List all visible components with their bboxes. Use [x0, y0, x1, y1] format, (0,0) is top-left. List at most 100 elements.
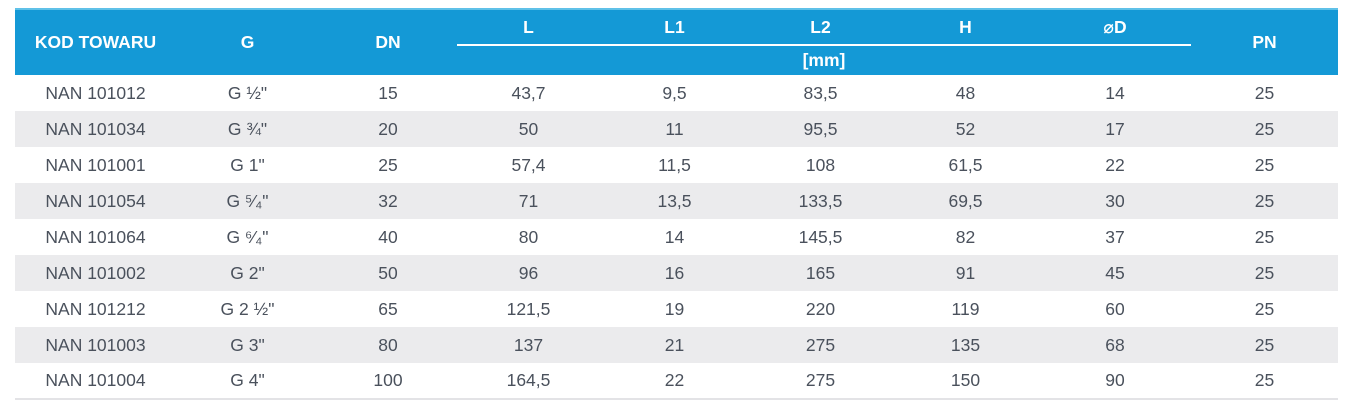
table-cell: 145,5	[749, 219, 892, 255]
unit-label-mm: [mm]	[457, 45, 1191, 75]
table-cell: 100	[319, 363, 457, 399]
table-cell: G 2 ½"	[176, 291, 319, 327]
table-cell: 50	[457, 111, 600, 147]
table-cell: 40	[319, 219, 457, 255]
product-spec-table: KOD TOWARU G DN L L1 L2 H ⌀D PN [mm] NAN…	[15, 8, 1338, 400]
table-cell: 275	[749, 327, 892, 363]
table-cell: G ⁵⁄₄"	[176, 183, 319, 219]
table-cell: 165	[749, 255, 892, 291]
table-cell: 45	[1039, 255, 1191, 291]
table-cell: 19	[600, 291, 749, 327]
table-cell: 71	[457, 183, 600, 219]
table-cell: NAN 101002	[15, 255, 176, 291]
table-cell: 25	[1191, 291, 1338, 327]
table-cell: 119	[892, 291, 1039, 327]
table-cell: 25	[1191, 219, 1338, 255]
col-header-l: L	[457, 9, 600, 46]
table-cell: 22	[600, 363, 749, 399]
table-cell: 21	[600, 327, 749, 363]
col-header-g: G	[176, 9, 319, 75]
table-cell: G ⁶⁄₄"	[176, 219, 319, 255]
table-cell: 91	[892, 255, 1039, 291]
table-cell: 25	[1191, 327, 1338, 363]
table-cell: NAN 101064	[15, 219, 176, 255]
table-cell: 25	[1191, 363, 1338, 399]
table-row: NAN 101003 G 3" 80 137 21 275 135 68 25	[15, 327, 1338, 363]
table-body: NAN 101012 G ½" 15 43,7 9,5 83,5 48 14 25 NAN 101…	[15, 75, 1338, 399]
table-cell: 137	[457, 327, 600, 363]
table-row: NAN 101064 G ⁶⁄₄" 40 80 14 145,5 82 37 25	[15, 219, 1338, 255]
table-cell: 57,4	[457, 147, 600, 183]
table-cell: 37	[1039, 219, 1191, 255]
table-cell: 50	[319, 255, 457, 291]
table-cell: 15	[319, 75, 457, 111]
table-cell: 14	[600, 219, 749, 255]
table-cell: 69,5	[892, 183, 1039, 219]
table-cell: 25	[319, 147, 457, 183]
col-header-l2: L2	[749, 9, 892, 46]
table-cell: 22	[1039, 147, 1191, 183]
catalog-page: KOD TOWARU G DN L L1 L2 H ⌀D PN [mm] NAN…	[15, 8, 1338, 400]
table-cell: 82	[892, 219, 1039, 255]
table-cell: 30	[1039, 183, 1191, 219]
table-cell: 9,5	[600, 75, 749, 111]
table-cell: G 3"	[176, 327, 319, 363]
table-row: NAN 101012 G ½" 15 43,7 9,5 83,5 48 14 25	[15, 75, 1338, 111]
table-cell: 83,5	[749, 75, 892, 111]
table-cell: 25	[1191, 147, 1338, 183]
col-header-kod-towaru: KOD TOWARU	[15, 9, 176, 75]
table-cell: 48	[892, 75, 1039, 111]
table-cell: 52	[892, 111, 1039, 147]
col-header-l1: L1	[600, 9, 749, 46]
table-cell: G 2"	[176, 255, 319, 291]
table-cell: 13,5	[600, 183, 749, 219]
table-row: NAN 101001 G 1" 25 57,4 11,5 108 61,5 22 25	[15, 147, 1338, 183]
table-cell: 220	[749, 291, 892, 327]
table-cell: 17	[1039, 111, 1191, 147]
table-cell: 80	[457, 219, 600, 255]
table-cell: NAN 101004	[15, 363, 176, 399]
table-cell: 25	[1191, 111, 1338, 147]
table-cell: 60	[1039, 291, 1191, 327]
col-header-pn: PN	[1191, 9, 1338, 75]
table-row: NAN 101034 G ¾" 20 50 11 95,5 52 17 25	[15, 111, 1338, 147]
table-row: NAN 101054 G ⁵⁄₄" 32 71 13,5 133,5 69,5 30 25	[15, 183, 1338, 219]
table-cell: G ½"	[176, 75, 319, 111]
table-row: NAN 101212 G 2 ½" 65 121,5 19 220 119 60 25	[15, 291, 1338, 327]
table-header: KOD TOWARU G DN L L1 L2 H ⌀D PN [mm]	[15, 9, 1338, 75]
table-cell: 25	[1191, 75, 1338, 111]
table-cell: 65	[319, 291, 457, 327]
table-cell: 275	[749, 363, 892, 399]
table-cell: 133,5	[749, 183, 892, 219]
table-cell: 16	[600, 255, 749, 291]
table-cell: 25	[1191, 255, 1338, 291]
table-cell: 96	[457, 255, 600, 291]
col-header-diameter-d: ⌀D	[1039, 9, 1191, 46]
table-cell: NAN 101212	[15, 291, 176, 327]
header-row-unit: [mm]	[15, 45, 1338, 75]
table-row: NAN 101002 G 2" 50 96 16 165 91 45 25	[15, 255, 1338, 291]
col-header-h: H	[892, 9, 1039, 46]
table-cell: G 1"	[176, 147, 319, 183]
table-cell: 11	[600, 111, 749, 147]
table-cell: 164,5	[457, 363, 600, 399]
table-cell: G ¾"	[176, 111, 319, 147]
table-cell: 14	[1039, 75, 1191, 111]
table-cell: 43,7	[457, 75, 600, 111]
table-cell: NAN 101001	[15, 147, 176, 183]
table-cell: NAN 101003	[15, 327, 176, 363]
table-cell: 90	[1039, 363, 1191, 399]
table-cell: 32	[319, 183, 457, 219]
table-cell: 61,5	[892, 147, 1039, 183]
table-cell: G 4"	[176, 363, 319, 399]
table-cell: NAN 101054	[15, 183, 176, 219]
table-cell: NAN 101012	[15, 75, 176, 111]
col-header-dn: DN	[319, 9, 457, 75]
table-cell: 135	[892, 327, 1039, 363]
table-cell: 68	[1039, 327, 1191, 363]
table-cell: 95,5	[749, 111, 892, 147]
table-cell: 20	[319, 111, 457, 147]
table-cell: 11,5	[600, 147, 749, 183]
table-cell: 150	[892, 363, 1039, 399]
header-row-main: KOD TOWARU G DN L L1 L2 H ⌀D PN	[15, 9, 1338, 75]
